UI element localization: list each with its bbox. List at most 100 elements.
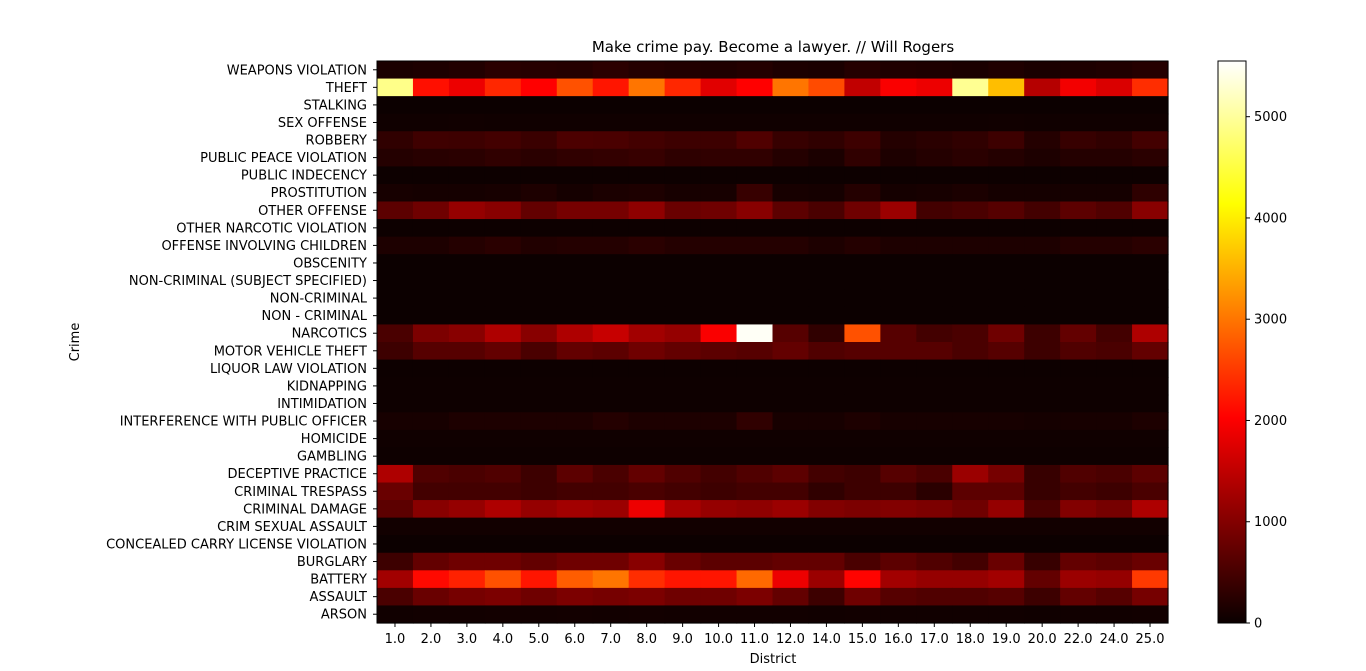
heatmap-cell — [700, 289, 738, 308]
heatmap-cell — [556, 500, 594, 519]
heatmap-cell — [664, 201, 702, 220]
heatmap-cell — [844, 201, 881, 220]
heatmap-cell — [556, 324, 594, 343]
heatmap-cell — [1132, 183, 1169, 203]
heatmap-cell — [736, 447, 774, 466]
heatmap-cell — [484, 78, 522, 97]
heatmap-cell — [880, 605, 917, 624]
heatmap-cell — [700, 113, 738, 132]
heatmap-cell — [412, 552, 450, 571]
y-tick-label: CRIMINAL TRESPASS — [234, 485, 367, 500]
heatmap-cell — [448, 78, 486, 97]
heatmap-cell — [952, 394, 989, 413]
heatmap-cell — [952, 96, 989, 115]
heatmap-cell — [988, 517, 1025, 536]
heatmap-cell — [700, 605, 738, 624]
heatmap-cell — [377, 570, 414, 589]
x-tick-label: 15.0 — [848, 632, 877, 647]
heatmap-cell — [916, 271, 953, 290]
heatmap-cell — [592, 254, 630, 273]
heatmap-cell — [952, 183, 989, 203]
heatmap-cell — [1060, 552, 1097, 571]
heatmap-cell — [1060, 183, 1097, 203]
heatmap-cell — [1096, 342, 1133, 361]
heatmap-cell — [808, 500, 845, 519]
heatmap-cell — [808, 183, 845, 203]
heatmap-cell — [1132, 201, 1169, 220]
heatmap-cell — [916, 587, 953, 607]
heatmap-cell — [952, 342, 989, 361]
heatmap-cell — [700, 96, 738, 115]
heatmap-cell — [736, 236, 774, 255]
heatmap-cell — [1024, 605, 1061, 624]
heatmap-cell — [844, 131, 881, 150]
heatmap-cell — [1060, 96, 1097, 115]
heatmap-cell — [592, 447, 630, 466]
heatmap-cell — [772, 552, 810, 571]
heatmap-cell — [412, 482, 450, 501]
heatmap-cell — [916, 535, 953, 554]
heatmap-cell — [700, 587, 738, 607]
heatmap-cell — [628, 377, 666, 396]
heatmap-cell — [628, 605, 666, 624]
y-tick-label: HOMICIDE — [301, 432, 367, 447]
heatmap-cell — [556, 429, 594, 448]
x-tick-label: 22.0 — [1064, 632, 1093, 647]
heatmap-cell — [1132, 61, 1169, 80]
heatmap-cell — [736, 96, 774, 115]
heatmap-cell — [556, 535, 594, 554]
heatmap-cell — [736, 342, 774, 361]
heatmap-cell — [880, 412, 917, 431]
heatmap-cell — [664, 517, 702, 536]
heatmap-cell — [1060, 535, 1097, 554]
heatmap-cell — [844, 254, 881, 273]
heatmap-cell — [736, 552, 774, 571]
heatmap-cell — [772, 605, 810, 624]
heatmap-cell — [664, 412, 702, 431]
heatmap-cell — [520, 201, 558, 220]
heatmap-cell — [880, 447, 917, 466]
heatmap-cell — [484, 113, 522, 132]
heatmap-cell — [772, 254, 810, 273]
heatmap-cell — [664, 96, 702, 115]
heatmap-cell — [700, 61, 738, 80]
heatmap-cell — [988, 96, 1025, 115]
heatmap-cell — [592, 429, 630, 448]
heatmap-cell — [700, 183, 738, 203]
heatmap-cell — [772, 517, 810, 536]
heatmap-cell — [628, 236, 666, 255]
heatmap-cell — [844, 166, 881, 185]
y-tick-label: LIQUOR LAW VIOLATION — [210, 362, 367, 377]
heatmap-cell — [628, 482, 666, 501]
heatmap-cell — [844, 552, 881, 571]
heatmap-cell — [1024, 271, 1061, 290]
y-tick-label: NON-CRIMINAL (SUBJECT SPECIFIED) — [129, 274, 367, 289]
heatmap-cell — [1060, 359, 1097, 378]
heatmap-cell — [556, 306, 594, 326]
heatmap-cell — [1096, 464, 1133, 484]
heatmap-cell — [988, 271, 1025, 290]
heatmap-cell — [1096, 148, 1133, 167]
heatmap-cell — [484, 306, 522, 326]
y-tick-label: ROBBERY — [306, 134, 368, 149]
heatmap-cell — [377, 412, 414, 431]
heatmap-cell — [700, 570, 738, 589]
heatmap-cell — [952, 61, 989, 80]
heatmap-cell — [916, 289, 953, 308]
heatmap-cell — [664, 254, 702, 273]
heatmap-cell — [1024, 552, 1061, 571]
heatmap-cell — [448, 570, 486, 589]
heatmap-cell — [988, 377, 1025, 396]
heatmap-cell — [880, 394, 917, 413]
heatmap-cell — [1096, 447, 1133, 466]
heatmap-cell — [1060, 219, 1097, 238]
heatmap-cell — [592, 324, 630, 343]
y-tick-label: BURGLARY — [297, 555, 367, 570]
heatmap-cell — [952, 78, 989, 97]
heatmap-cell — [1132, 429, 1169, 448]
heatmap-cell — [1060, 254, 1097, 273]
heatmap-cell — [628, 61, 666, 80]
heatmap-cell — [1024, 219, 1061, 238]
heatmap-cell — [556, 412, 594, 431]
heatmap-cell — [844, 500, 881, 519]
